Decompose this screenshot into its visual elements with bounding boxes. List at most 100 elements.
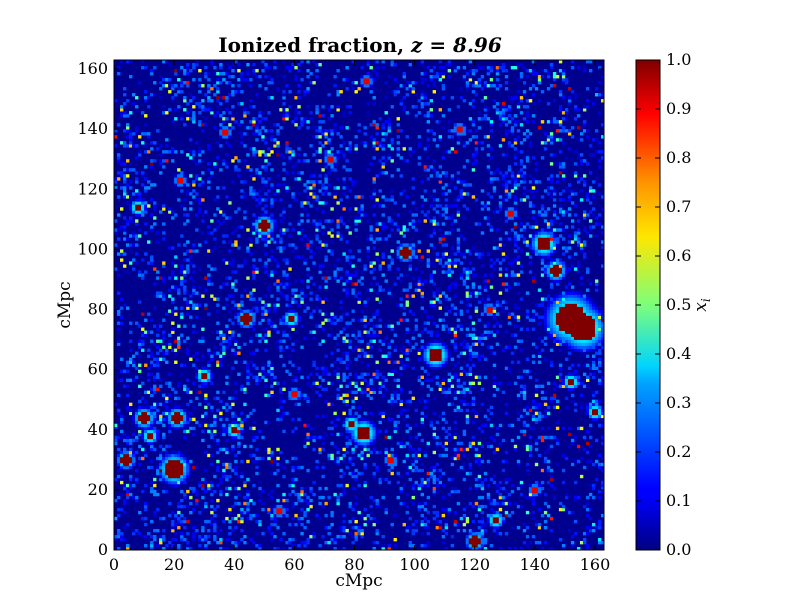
heatmap-cell [387,468,391,473]
heatmap-cell [420,279,424,283]
heatmap-cell [555,426,560,431]
heatmap-cell [426,543,430,548]
heatmap-cell [126,405,130,410]
heatmap-cell [291,537,295,542]
heatmap-cell [180,504,184,509]
heatmap-cell [438,525,443,530]
heatmap-cell [450,228,455,232]
heatmap-cell [267,216,271,220]
heatmap-cell [465,402,470,407]
heatmap-cell [372,333,376,337]
heatmap-cell [315,459,319,464]
heatmap-cell [522,225,527,229]
heatmap-cell [273,546,277,550]
heatmap-cell [510,351,515,355]
heatmap-cell [183,411,187,416]
heatmap-cell [399,387,403,392]
heatmap-cell [273,471,277,476]
heatmap-cell [555,270,560,274]
heatmap-cell [375,333,379,337]
heatmap-cell [216,360,220,364]
heatmap-cell [399,390,403,395]
heatmap-cell [294,315,298,319]
heatmap-cell [171,330,175,334]
heatmap-cell [180,270,184,274]
heatmap-cell [207,351,211,355]
heatmap-cell [360,450,364,455]
heatmap-cell [162,345,166,349]
heatmap-cell [237,444,241,449]
heatmap-cell [384,357,388,361]
heatmap-cell [573,309,578,313]
heatmap-cell [339,456,343,461]
heatmap-cell [405,339,409,343]
heatmap-cell [117,321,121,325]
heatmap-cell [360,339,364,343]
heatmap-cell [312,261,316,265]
heatmap-cell [255,519,259,524]
heatmap-cell [186,378,190,383]
heatmap-cell [339,237,343,241]
heatmap-cell [420,306,424,310]
heatmap-cell [165,414,169,419]
heatmap-cell [384,435,388,440]
heatmap-cell [393,399,397,404]
heatmap-cell [534,243,539,247]
heatmap-cell [114,219,118,223]
heatmap-cell [438,213,443,217]
heatmap-cell [456,405,461,410]
heatmap-cell [348,429,352,434]
heatmap-cell [432,354,437,358]
heatmap-cell [336,375,340,379]
heatmap-cell [432,480,437,485]
heatmap-cell [186,531,190,536]
heatmap-cell [288,390,292,395]
heatmap-cell [195,375,199,379]
heatmap-cell [546,237,551,241]
heatmap-cell [573,531,578,536]
heatmap-cell [564,321,569,325]
heatmap-cell [549,546,554,550]
heatmap-cell [525,252,530,256]
heatmap-cell [459,252,464,256]
heatmap-cell [237,225,241,229]
heatmap-cell [468,540,473,545]
heatmap-cell [567,426,572,431]
heatmap-cell [426,531,430,536]
heatmap-cell [381,261,385,265]
heatmap-cell [348,249,352,253]
heatmap-cell [252,351,256,355]
heatmap-cell [561,336,566,340]
heatmap-cell [345,399,349,404]
heatmap-cell [288,234,292,238]
heatmap-cell [576,495,581,500]
heatmap-cell [378,387,382,392]
heatmap-cell [441,483,446,488]
heatmap-cell [177,480,181,485]
heatmap-cell [456,378,461,383]
heatmap-cell [546,327,551,331]
heatmap-cell [441,234,446,238]
heatmap-cell [300,492,304,497]
heatmap-cell [378,300,382,304]
heatmap-cell [135,528,139,533]
heatmap-cell [528,486,533,491]
heatmap-cell [600,333,604,337]
heatmap-cell [453,333,458,337]
heatmap-cell [159,453,163,458]
heatmap-cell [363,378,367,383]
heatmap-cell [414,213,418,217]
heatmap-cell [597,525,602,530]
heatmap-cell [180,468,184,473]
heatmap-cell [387,345,391,349]
heatmap-cell [555,282,560,286]
heatmap-cell [348,519,352,524]
heatmap-cell [150,465,154,470]
heatmap-cell [567,288,572,292]
heatmap-cell [594,366,599,370]
heatmap-cell [219,477,223,482]
heatmap-cell [225,402,229,407]
heatmap-cell [258,222,262,226]
heatmap-cell [114,267,118,271]
heatmap-cell [198,267,202,271]
